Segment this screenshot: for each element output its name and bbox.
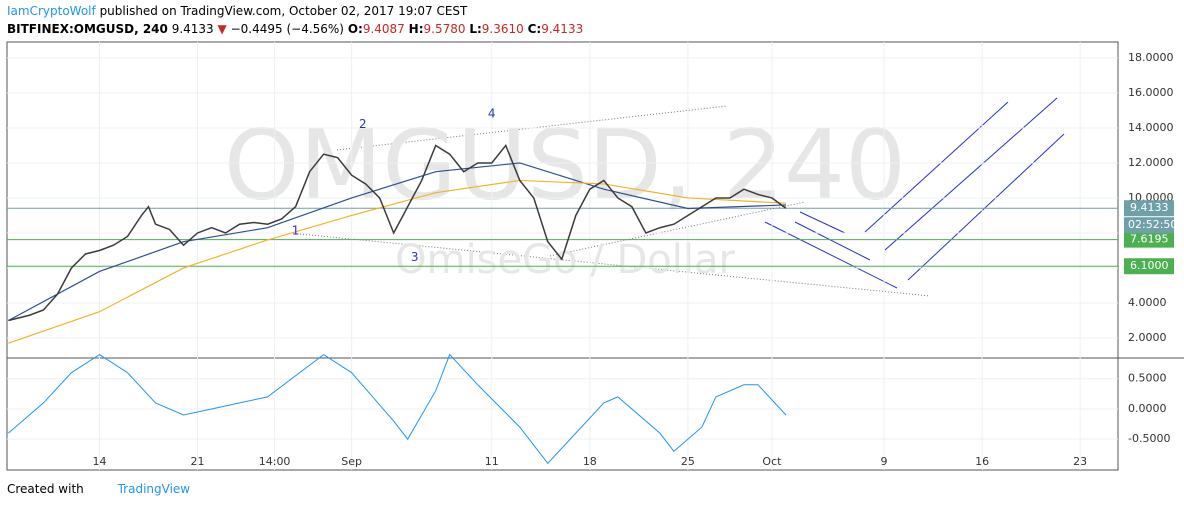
wave-label: 4: [488, 106, 496, 120]
level-tag: [1124, 231, 1174, 248]
x-tick-label: 23: [1073, 455, 1087, 468]
macd-tick-label: 0.5000: [1128, 372, 1167, 385]
x-tick-label: Sep: [341, 455, 362, 468]
y-tick-label: 6.0000: [1128, 261, 1167, 274]
c: 9.4133: [541, 22, 584, 36]
x-tick-label: Oct: [762, 455, 782, 468]
wave-label: 2: [359, 117, 367, 131]
o-label: O:: [347, 22, 363, 36]
h-label: H:: [408, 22, 424, 36]
trend-lines: [299, 105, 931, 297]
x-tick-label: 16: [975, 455, 989, 468]
y-tick-label: 18.0000: [1128, 51, 1174, 64]
y-tick-label: 8.0000: [1128, 226, 1167, 239]
last: 9.4133: [171, 22, 214, 36]
x-tick-label: 14: [92, 455, 106, 468]
x-tick-label: 11: [485, 455, 499, 468]
frame: [6, 41, 1119, 471]
x-tick-label: 14:00: [259, 455, 291, 468]
level-tag: [1124, 200, 1174, 217]
o: 9.4087: [362, 22, 405, 36]
y-tick-label: 4.0000: [1128, 296, 1167, 309]
publish-line: IamCryptoWolf published on TradingView.c…: [7, 4, 467, 18]
price-line: [8, 143, 787, 322]
created: Created with: [7, 482, 84, 496]
footer: Created with TradingView: [7, 482, 190, 496]
projection-arrows: [764, 97, 1065, 289]
author[interactable]: IamCryptoWolf: [7, 4, 96, 18]
macd-tick-label: -0.5000: [1128, 432, 1170, 445]
level-tag: [1124, 258, 1174, 275]
change: −0.4495 (−4.56%): [230, 22, 344, 36]
symbol: BITFINEX:OMGUSD, 240: [7, 22, 168, 36]
change-arrow: ▼: [217, 22, 227, 36]
published: published on TradingView.com, October 02…: [99, 4, 468, 18]
level-label: 6.1000: [1130, 259, 1169, 272]
l: 9.3610: [481, 22, 524, 36]
level-label: 7.6195: [1130, 233, 1169, 246]
x-tick-label: 21: [191, 455, 205, 468]
ohlc-line: BITFINEX:OMGUSD, 240 9.4133 ▼ −0.4495 (−…: [7, 22, 583, 36]
y-tick-label: 10.0000: [1128, 191, 1174, 204]
macd-tick-label: 0.0000: [1128, 402, 1167, 415]
wave-label: 3: [411, 250, 419, 264]
y-tick-label: 16.0000: [1128, 86, 1174, 99]
watermark-sub: OmiseGo / Dollar: [395, 237, 735, 283]
x-tick-label: 25: [681, 455, 695, 468]
countdown-tag: [1124, 217, 1174, 234]
l-label: L:: [469, 22, 482, 36]
wave-label: 1: [292, 224, 300, 238]
h: 9.5780: [423, 22, 466, 36]
x-tick-label: 9: [881, 455, 888, 468]
moving-average: [8, 162, 786, 322]
moving-average: [8, 179, 786, 344]
y-tick-label: 14.0000: [1128, 121, 1174, 134]
level-label: 9.4133: [1130, 201, 1169, 214]
c-label: C:: [527, 22, 542, 36]
watermark: OMGUSD, 240: [224, 109, 906, 221]
countdown: 02:52:50: [1128, 218, 1177, 231]
y-tick-label: 12.0000: [1128, 156, 1174, 169]
macd-line: [8, 353, 787, 465]
x-tick-label: 18: [583, 455, 597, 468]
brand[interactable]: TradingView: [117, 482, 191, 496]
y-tick-label: 2.0000: [1128, 331, 1167, 344]
